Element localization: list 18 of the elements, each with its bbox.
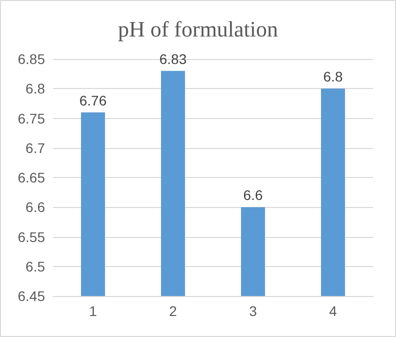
x-tick-label: 3 (249, 303, 258, 319)
y-tick-label: 6.85 (18, 51, 46, 67)
y-tick-label: 6.5 (26, 258, 46, 274)
chart-title: pH of formulation (118, 16, 278, 42)
y-tick-label: 6.8 (26, 80, 46, 97)
y-tick-label: 6.6 (26, 199, 46, 216)
data-label: 6.76 (79, 92, 107, 108)
y-tick-label: 6.45 (18, 288, 46, 304)
data-label: 6.6 (243, 187, 263, 204)
data-label: 6.8 (323, 68, 343, 85)
x-tick-label: 2 (169, 303, 178, 319)
y-tick-label: 6.75 (18, 110, 46, 126)
y-tick-label: 6.65 (18, 170, 46, 186)
y-tick-label: 6.55 (18, 228, 46, 245)
x-tick-label: 1 (89, 303, 98, 319)
x-tick-label: 4 (329, 303, 338, 319)
y-tick-label: 6.7 (26, 140, 46, 156)
data-label: 6.83 (159, 50, 187, 67)
